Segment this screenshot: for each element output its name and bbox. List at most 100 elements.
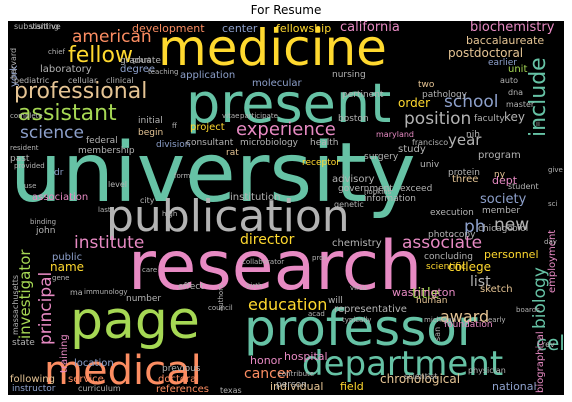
word: gene	[52, 274, 70, 282]
word: title	[412, 286, 440, 302]
word: curriculum	[78, 384, 121, 393]
word: pathology	[422, 90, 468, 100]
word: ff	[172, 122, 177, 130]
word: physician	[468, 366, 506, 375]
word: rat	[226, 148, 239, 158]
word: education	[248, 295, 328, 314]
word: typically	[342, 316, 372, 324]
word: principal	[36, 271, 56, 345]
word: key	[504, 110, 526, 124]
word: field	[340, 380, 364, 393]
word: following	[10, 374, 55, 385]
word: baccalaureate	[466, 34, 545, 47]
word: chief	[48, 48, 66, 56]
word: binding	[30, 218, 57, 226]
word: dr	[54, 168, 64, 178]
word: john	[36, 226, 56, 236]
word: ma	[70, 288, 83, 297]
word: clinical	[106, 76, 134, 85]
chart-title: For Resume	[250, 3, 322, 17]
word: give	[548, 166, 563, 174]
word: national	[492, 380, 537, 393]
word: member	[482, 206, 521, 216]
word: training	[59, 334, 70, 373]
word: fellow	[68, 43, 133, 68]
word: association	[32, 192, 89, 203]
word: use	[24, 182, 37, 190]
word: grant	[132, 56, 151, 64]
word: immunology	[84, 288, 128, 296]
word: care	[142, 266, 158, 274]
word: present	[186, 72, 392, 135]
word: earlier	[488, 58, 517, 68]
word: cell	[536, 331, 564, 355]
word: genetic	[334, 200, 364, 209]
word: san	[433, 326, 442, 341]
word: medicine	[158, 21, 387, 77]
word: dept	[492, 174, 518, 187]
word: department	[302, 344, 504, 384]
word: faculty	[474, 114, 505, 124]
word: scientific	[426, 262, 467, 272]
word: membership	[78, 146, 135, 156]
word: level	[108, 180, 128, 189]
word: vitae	[222, 112, 240, 120]
word: three	[452, 174, 479, 185]
word: ny	[494, 170, 506, 180]
word: associate	[402, 233, 483, 253]
word: fellowship	[276, 22, 332, 35]
word: health	[310, 138, 339, 148]
word: washington	[392, 286, 456, 299]
word: personnel	[484, 248, 539, 261]
word: visiting	[30, 22, 59, 31]
word: participate	[240, 112, 278, 120]
word: consultant	[186, 138, 234, 148]
word: substantive	[14, 22, 61, 31]
word: birth	[246, 282, 263, 290]
word: pediatric	[14, 76, 50, 85]
word: laboratory	[40, 64, 92, 75]
word: microbiology	[240, 138, 298, 148]
word: hopkins	[364, 188, 392, 196]
word: photocopy	[428, 230, 476, 240]
word: medical	[44, 348, 202, 394]
word: cellular	[68, 76, 98, 85]
word: initial	[138, 116, 163, 126]
word: council	[208, 304, 233, 312]
word: experience	[236, 119, 336, 140]
word: university	[10, 126, 416, 221]
word: publication	[106, 191, 350, 242]
word: page	[70, 291, 200, 351]
word: professor	[244, 299, 478, 357]
word: city	[140, 196, 155, 205]
word: institution	[230, 192, 281, 203]
word: science	[20, 123, 84, 143]
word: univ	[420, 160, 440, 170]
word: past	[10, 154, 30, 164]
word: government	[338, 184, 393, 194]
word: california	[340, 21, 400, 35]
word: information	[364, 194, 416, 204]
word: society	[480, 192, 527, 207]
word: instructor	[12, 384, 56, 394]
word: massachusetts	[11, 274, 20, 335]
word: award	[440, 307, 490, 326]
word: begin	[138, 128, 164, 138]
word: texas	[220, 386, 242, 395]
word: service	[68, 374, 104, 385]
word: high	[162, 210, 178, 218]
word: year	[448, 131, 482, 149]
word: assistant	[18, 101, 117, 126]
word: nih	[466, 130, 480, 140]
word: graduate	[120, 56, 161, 66]
word: contribute	[278, 370, 315, 378]
word: ii	[536, 120, 540, 128]
word: biochemistry	[470, 21, 555, 35]
word: study	[398, 144, 426, 155]
word: number	[126, 294, 162, 304]
word: school	[444, 92, 499, 112]
word: provided	[14, 162, 45, 170]
word: state	[12, 338, 35, 348]
word: honor	[250, 354, 282, 367]
word: will	[328, 296, 343, 306]
